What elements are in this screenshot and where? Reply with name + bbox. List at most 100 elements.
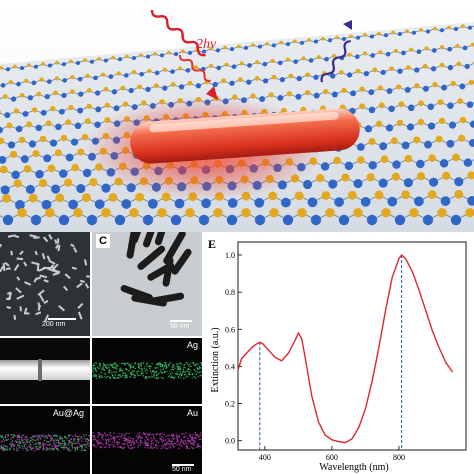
sulfur-atom bbox=[391, 30, 395, 35]
map-pixel bbox=[146, 377, 148, 379]
metal-atom bbox=[414, 196, 424, 207]
map-pixel bbox=[107, 372, 110, 374]
map-pixel bbox=[122, 443, 124, 445]
metal-atom bbox=[370, 53, 376, 58]
map-pixel bbox=[141, 368, 143, 370]
map-pixel bbox=[200, 432, 202, 434]
map-pixel bbox=[45, 449, 47, 451]
nanorod-junction bbox=[38, 359, 42, 381]
map-pixel bbox=[11, 442, 13, 444]
metal-atom bbox=[279, 77, 286, 83]
map-pixel bbox=[2, 446, 4, 449]
map-pixel bbox=[116, 440, 118, 443]
metal-atom bbox=[202, 49, 206, 54]
map-pixel bbox=[83, 444, 85, 446]
map-pixel bbox=[63, 440, 66, 442]
map-pixel bbox=[177, 367, 180, 369]
map-pixel bbox=[51, 437, 53, 439]
map-pixel bbox=[99, 362, 101, 365]
map-pixel bbox=[37, 443, 39, 445]
metal-atom bbox=[446, 139, 455, 148]
sulfur-atom bbox=[427, 190, 437, 199]
map-pixel bbox=[24, 447, 27, 449]
map-pixel bbox=[140, 370, 143, 373]
map-pixel bbox=[121, 362, 123, 365]
map-pixel bbox=[9, 449, 11, 451]
sulfur-atom bbox=[65, 119, 72, 126]
map-pixel bbox=[48, 435, 51, 437]
map-pixel bbox=[169, 362, 171, 364]
sulfur-atom bbox=[389, 66, 394, 72]
map-pixel bbox=[6, 445, 9, 448]
metal-atom bbox=[427, 122, 436, 130]
map-pixel bbox=[159, 368, 161, 371]
sulfur-atom bbox=[251, 43, 255, 47]
metal-atom bbox=[41, 199, 52, 210]
sulfur-atom bbox=[268, 191, 277, 201]
sulfur-atom bbox=[409, 208, 419, 218]
sulfur-atom bbox=[459, 116, 467, 124]
map-pixel bbox=[142, 372, 144, 374]
map-pixel bbox=[154, 367, 156, 369]
map-pixel bbox=[126, 362, 128, 365]
sulfur-atom bbox=[239, 61, 244, 66]
map-pixel bbox=[191, 373, 194, 375]
map-pixel bbox=[164, 365, 166, 367]
map-pixel bbox=[92, 375, 94, 377]
nanorod-particle bbox=[23, 261, 28, 267]
map-pixel bbox=[70, 441, 72, 443]
map-pixel bbox=[97, 441, 99, 443]
map-pixel bbox=[175, 373, 177, 375]
map-pixel bbox=[101, 436, 104, 439]
metal-atom bbox=[185, 68, 191, 73]
map-pixel bbox=[35, 445, 37, 448]
map-pixel bbox=[172, 377, 175, 379]
metal-atom bbox=[0, 126, 3, 134]
sulfur-atom bbox=[321, 36, 325, 41]
map-pixel bbox=[169, 445, 171, 447]
map-pixel bbox=[16, 448, 19, 450]
map-pixel bbox=[53, 448, 55, 450]
map-pixel bbox=[53, 444, 56, 447]
metal-atom bbox=[22, 111, 29, 117]
nanorod bbox=[126, 232, 138, 259]
map-pixel bbox=[126, 376, 128, 379]
sulfur-atom bbox=[377, 31, 381, 36]
map-pixel bbox=[176, 438, 179, 441]
map-pixel bbox=[157, 362, 159, 364]
map-pixel bbox=[125, 438, 127, 440]
metal-atom bbox=[346, 72, 353, 78]
map-pixel bbox=[144, 433, 146, 435]
sulfur-atom bbox=[418, 100, 424, 107]
panel-c-label: C bbox=[96, 234, 110, 248]
map-pixel bbox=[163, 366, 165, 368]
sulfur-atom bbox=[18, 136, 26, 144]
map-pixel bbox=[3, 449, 6, 451]
map-pixel bbox=[59, 435, 61, 438]
metal-atom bbox=[62, 78, 68, 83]
map-pixel bbox=[46, 440, 48, 443]
map-pixel bbox=[32, 435, 34, 437]
map-pixel bbox=[162, 363, 164, 366]
map-pixel bbox=[127, 440, 130, 442]
sulfur-atom bbox=[414, 83, 420, 89]
map-pixel bbox=[76, 447, 79, 449]
map-pixel bbox=[18, 435, 20, 438]
map-pixel bbox=[21, 437, 24, 440]
map-pixel bbox=[146, 363, 148, 366]
map-pixel bbox=[23, 444, 25, 446]
sulfur-atom bbox=[238, 77, 243, 82]
metal-atom bbox=[392, 160, 401, 169]
map-pixel bbox=[194, 364, 196, 367]
map-pixel bbox=[39, 437, 41, 439]
map-pixel bbox=[77, 441, 79, 443]
map-pixel bbox=[93, 444, 96, 447]
map-pixel bbox=[108, 371, 110, 373]
nanorod-particle bbox=[79, 279, 85, 283]
map-pixel bbox=[13, 434, 15, 437]
sulfur-atom bbox=[366, 173, 375, 182]
map-pixel bbox=[113, 435, 115, 438]
map-pixel bbox=[184, 443, 186, 445]
sulfur-atom bbox=[442, 171, 451, 180]
x-tick-label: 600 bbox=[326, 453, 338, 462]
